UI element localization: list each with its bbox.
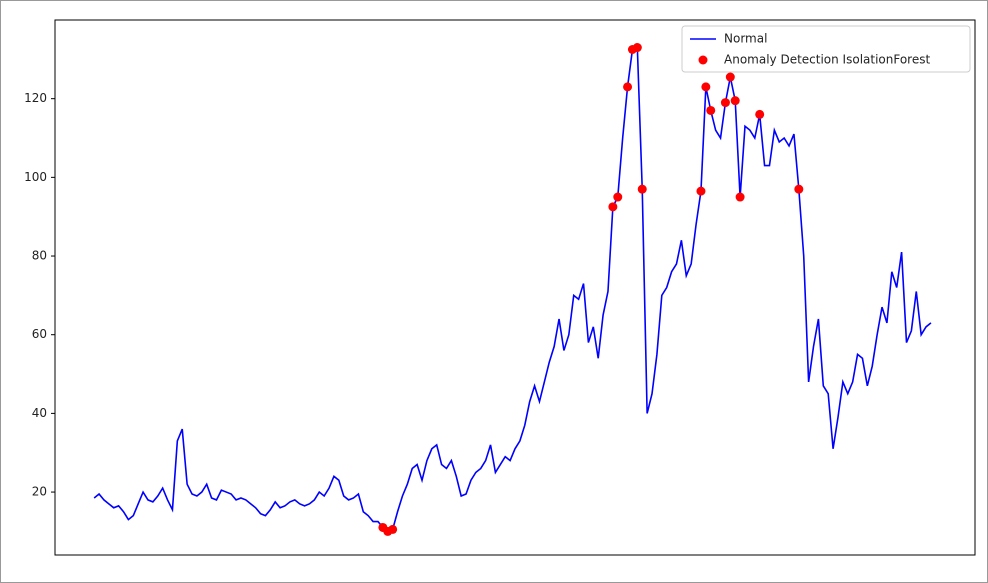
legend-marker <box>698 55 708 65</box>
line <box>93 46 932 533</box>
anomaly-point <box>632 43 642 53</box>
y-tick-label: 80 <box>32 249 47 263</box>
legend-box <box>681 25 971 73</box>
y-tick-label: 120 <box>24 91 47 105</box>
anomaly-point <box>725 72 735 82</box>
anomaly-point <box>637 184 647 194</box>
anomaly-point <box>735 192 745 202</box>
anomaly-point <box>696 186 706 196</box>
anomaly-point <box>608 202 618 212</box>
axes-frame <box>54 19 976 556</box>
anomaly-point <box>701 82 711 92</box>
anomaly-point <box>706 105 716 115</box>
anomaly-point <box>720 98 730 108</box>
legend-label: Anomaly Detection IsolationForest <box>724 53 930 67</box>
anomaly-point <box>623 82 633 92</box>
y-tick-label: 20 <box>32 485 47 499</box>
y-tick-label: 40 <box>32 406 47 420</box>
legend-label: Normal <box>724 32 767 46</box>
anomaly-point <box>794 184 804 194</box>
anomaly-point <box>388 524 398 534</box>
y-tick-label: 60 <box>32 327 47 341</box>
anomaly-point <box>730 96 740 106</box>
anomaly-point <box>613 192 623 202</box>
anomaly-point <box>755 109 765 119</box>
y-tick-label: 100 <box>24 170 47 184</box>
